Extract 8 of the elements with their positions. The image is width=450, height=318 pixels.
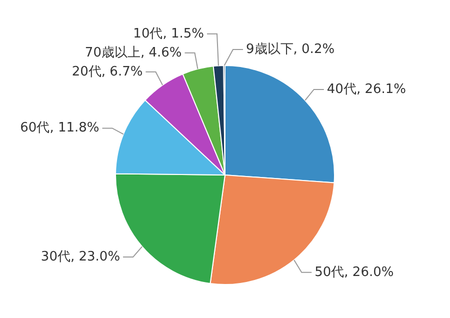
slice-label: 30代, 23.0% bbox=[40, 249, 120, 264]
slice-label: 50代, 26.0% bbox=[314, 264, 394, 280]
slice-label: 20代, 6.7% bbox=[72, 64, 143, 80]
slice-label: 60代, 11.8% bbox=[20, 120, 100, 136]
slice-label: 40代, 26.1% bbox=[326, 82, 406, 97]
slice-label: 70歳以上, 4.6% bbox=[84, 45, 182, 60]
slice-label: 9歳以下, 0.2% bbox=[246, 42, 335, 57]
slice-label: 10代, 1.5% bbox=[133, 26, 204, 42]
